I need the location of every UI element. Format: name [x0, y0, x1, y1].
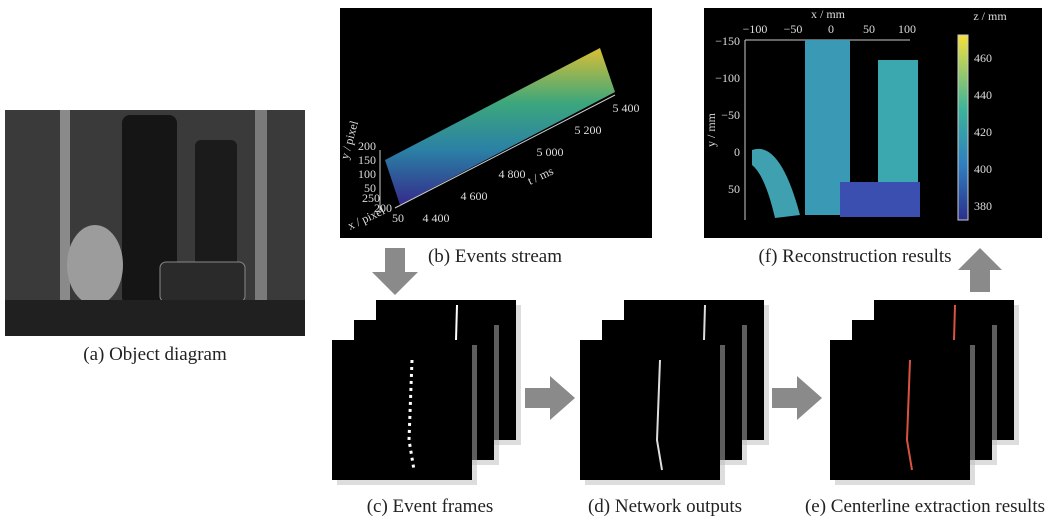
figure: (a) Object diagram y / pixel x / pixel t… — [0, 0, 1059, 520]
object-photo — [5, 110, 305, 336]
tick-label: 200 — [358, 139, 376, 153]
tick-label: −50 — [784, 22, 803, 36]
frame — [830, 340, 970, 480]
tick-label: 100 — [358, 167, 376, 181]
frame — [580, 340, 720, 480]
tick-label: −100 — [715, 71, 740, 85]
caption: (e) Centerline extraction results — [805, 496, 1045, 517]
tick-label: 150 — [358, 153, 376, 167]
tick-label: −150 — [715, 34, 740, 48]
frame-line — [456, 305, 457, 340]
tick-label: −50 — [721, 108, 740, 122]
tick-label: 400 — [974, 162, 992, 176]
axis-label: x / mm — [811, 7, 846, 21]
tick-label: 50 — [728, 182, 740, 196]
tick-label: 420 — [974, 125, 992, 139]
caption: (b) Events stream — [428, 246, 562, 267]
frame-line — [954, 305, 955, 340]
frame-line — [704, 305, 705, 340]
tick-label: 0 — [734, 145, 740, 159]
tick-label: 100 — [898, 22, 916, 36]
tick-label: 50 — [392, 211, 404, 225]
caption: (d) Network outputs — [588, 496, 742, 517]
tick-label: −100 — [743, 22, 768, 36]
tick-label: 440 — [974, 88, 992, 102]
tick-label: 460 — [974, 51, 992, 65]
frame — [332, 340, 472, 480]
caption: (c) Event frames — [367, 496, 494, 517]
caption: (f) Reconstruction results — [758, 246, 951, 267]
tick-label: 200 — [374, 201, 392, 215]
tick-label: 5 000 — [537, 145, 564, 159]
axis-label: y / mm — [704, 112, 718, 147]
tick-label: 5 400 — [613, 101, 640, 115]
frame-stacks — [332, 300, 1019, 485]
caption: (a) Object diagram — [83, 344, 227, 365]
tick-label: 4 800 — [499, 167, 526, 181]
tick-label: 4 600 — [461, 189, 488, 203]
tick-label: 4 400 — [423, 211, 450, 225]
tick-label: 5 200 — [575, 123, 602, 137]
tick-label: 380 — [974, 199, 992, 213]
tick-label: 50 — [863, 22, 875, 36]
axis-label: z / mm — [973, 9, 1007, 23]
tick-label: 0 — [828, 22, 834, 36]
